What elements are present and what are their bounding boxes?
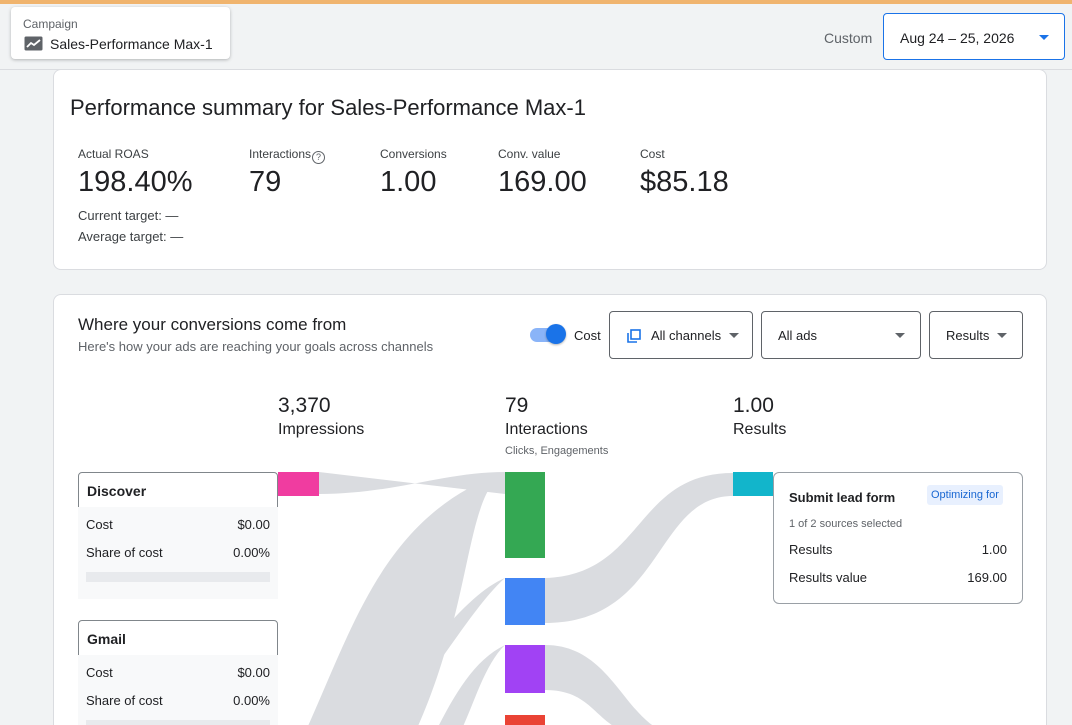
share-progress-bar xyxy=(86,572,270,582)
interaction-bar xyxy=(505,715,545,725)
conversions-title: Where your conversions come from xyxy=(78,315,347,334)
current-target: Current target: — xyxy=(78,208,179,223)
channels-filter-dropdown[interactable]: All channels xyxy=(609,311,753,359)
results-row: Results 1.00 xyxy=(789,542,1007,557)
flow-ribbon xyxy=(371,578,505,725)
results-value-row: Results value 169.00 xyxy=(789,570,1007,585)
conversions-subtitle: Here's how your ads are reaching your go… xyxy=(78,339,434,354)
interaction-bar xyxy=(505,645,545,693)
campaign-name: Sales-Performance Max-1 xyxy=(50,36,213,52)
interaction-bar xyxy=(505,472,545,558)
metric-label-conv-value: Conv. value xyxy=(498,147,561,161)
impressions-label: Impressions xyxy=(278,421,365,438)
cost-value: $0.00 xyxy=(237,517,270,532)
results-value: 1.00 xyxy=(733,394,774,417)
share-label: Share of cost xyxy=(86,545,163,560)
metric-value-conv-value: 169.00 xyxy=(498,166,587,198)
chevron-down-icon xyxy=(895,333,905,338)
page-header: Campaign Sales-Performance Max-1 Custom … xyxy=(0,4,1072,70)
cost-value: $0.00 xyxy=(237,665,270,680)
share-value: 0.00% xyxy=(233,693,270,708)
metric-label-interactions: Interactions? xyxy=(249,147,326,164)
result-bar xyxy=(733,472,773,496)
conversions-source-card: Where your conversions come from Here's … xyxy=(53,294,1047,725)
results-label: Results xyxy=(733,421,787,438)
channel-share-row: Share of cost 0.00% xyxy=(86,545,270,560)
results-row-value: 1.00 xyxy=(981,542,1007,557)
metric-value-interactions: 79 xyxy=(249,166,282,198)
impressions-value: 3,370 xyxy=(278,394,331,417)
share-value: 0.00% xyxy=(233,545,270,560)
cost-label: Cost xyxy=(86,665,113,680)
cost-toggle-label: Cost xyxy=(574,328,601,343)
conversion-flow-diagram xyxy=(278,472,773,725)
results-value-amount: 169.00 xyxy=(967,570,1007,585)
flow-ribbon xyxy=(308,472,505,725)
date-range-type-label: Custom xyxy=(824,30,873,46)
channel-details-gmail: Cost $0.00 Share of cost 0.00% xyxy=(78,655,278,725)
metric-label-cost: Cost xyxy=(640,147,665,161)
summary-title: Performance summary for Sales-Performanc… xyxy=(70,95,586,120)
date-range-picker[interactable]: Aug 24 – 25, 2026 xyxy=(883,13,1065,60)
results-row-label: Results xyxy=(789,542,833,557)
sources-selected: 1 of 2 sources selected xyxy=(789,518,903,530)
trend-chart-icon xyxy=(24,36,43,51)
top-accent-line xyxy=(0,0,1072,4)
results-value-label: Results value xyxy=(789,570,868,585)
ads-filter-dropdown[interactable]: All ads xyxy=(761,311,921,359)
flow-ribbon xyxy=(545,645,653,725)
share-progress-bar xyxy=(86,720,270,725)
average-target: Average target: — xyxy=(78,229,184,244)
interaction-bar xyxy=(505,578,545,625)
interactions-value: 79 xyxy=(505,394,529,417)
channel-cost-row: Cost $0.00 xyxy=(86,665,270,680)
metric-value-roas: 198.40% xyxy=(78,166,193,198)
channel-details-discover: Cost $0.00 Share of cost 0.00% xyxy=(78,507,278,599)
channel-name: Discover xyxy=(87,483,147,499)
channel-header-discover[interactable]: Discover xyxy=(78,472,278,508)
flow-ribbon xyxy=(545,473,733,623)
campaign-selector[interactable]: Campaign Sales-Performance Max-1 xyxy=(11,7,230,59)
channel-header-gmail[interactable]: Gmail xyxy=(78,620,278,656)
performance-summary-card: Performance summary for Sales-Performanc… xyxy=(53,69,1047,270)
metric-label-conversions: Conversions xyxy=(380,147,447,161)
interactions-label-text: Interactions xyxy=(249,147,312,161)
channel-cost-row: Cost $0.00 xyxy=(86,517,270,532)
toggle-knob xyxy=(546,324,566,344)
channel-name: Gmail xyxy=(87,631,126,647)
channel-bar-discover xyxy=(278,472,319,496)
flow-ribbon xyxy=(319,472,505,494)
share-label: Share of cost xyxy=(86,693,163,708)
chevron-down-icon xyxy=(997,333,1007,338)
metric-label-roas: Actual ROAS xyxy=(78,147,149,161)
channel-share-row: Share of cost 0.00% xyxy=(86,693,270,708)
interactions-label: Interactions xyxy=(505,421,588,438)
channels-icon xyxy=(627,329,641,343)
results-filter-value: Results xyxy=(946,328,990,343)
ads-filter-value: All ads xyxy=(778,328,818,343)
metric-value-conversions: 1.00 xyxy=(380,166,437,198)
result-card-submit-lead-form[interactable]: Submit lead form Optimizing for 1 of 2 s… xyxy=(773,472,1023,604)
date-range-text: Aug 24 – 25, 2026 xyxy=(900,30,1015,46)
results-filter-dropdown[interactable]: Results xyxy=(929,311,1023,359)
flow-ribbon xyxy=(439,645,505,725)
campaign-label: Campaign xyxy=(23,17,78,31)
optimizing-badge: Optimizing for xyxy=(927,485,1003,505)
cost-label: Cost xyxy=(86,517,113,532)
interactions-sublabel: Clicks, Engagements xyxy=(505,445,609,457)
metric-value-cost: $85.18 xyxy=(640,166,729,198)
cost-toggle[interactable] xyxy=(530,324,566,344)
help-icon[interactable]: ? xyxy=(312,151,326,164)
chevron-down-icon xyxy=(729,333,739,338)
result-title: Submit lead form xyxy=(789,490,896,505)
chevron-down-icon xyxy=(1039,35,1049,40)
channels-filter-value: All channels xyxy=(651,328,722,343)
